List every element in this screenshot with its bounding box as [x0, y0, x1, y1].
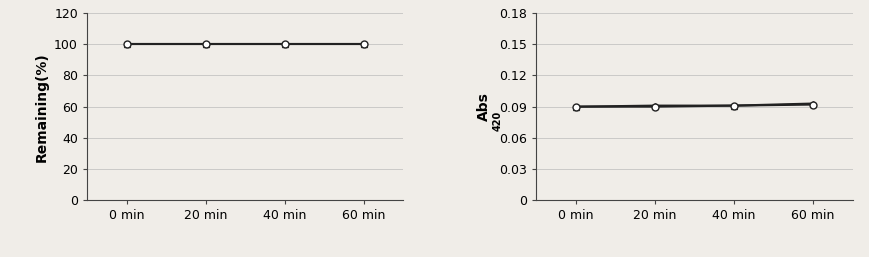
Y-axis label: Remaining(%): Remaining(%) — [35, 52, 49, 162]
Text: 420: 420 — [492, 111, 501, 131]
Text: Abs: Abs — [476, 92, 490, 121]
